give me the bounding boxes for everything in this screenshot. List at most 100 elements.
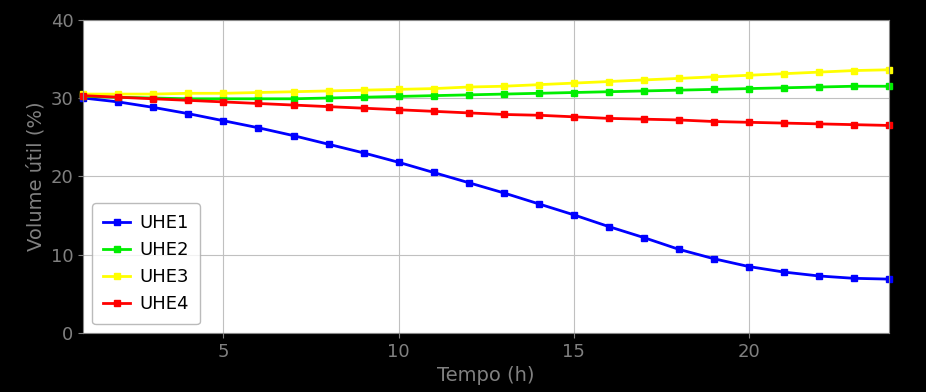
UHE4 [498, 112, 509, 117]
UHE4 [218, 100, 229, 104]
UHE4 [603, 116, 614, 121]
UHE1 [148, 105, 159, 110]
UHE1 [463, 180, 474, 185]
UHE3 [218, 91, 229, 96]
Y-axis label: Volume útil (%): Volume útil (%) [26, 102, 45, 251]
UHE1 [883, 277, 895, 281]
UHE1 [78, 96, 89, 100]
UHE3 [148, 92, 159, 96]
UHE2 [744, 86, 755, 91]
UHE4 [569, 114, 580, 119]
UHE3 [113, 92, 124, 96]
UHE4 [744, 120, 755, 125]
UHE2 [288, 96, 299, 101]
UHE4 [323, 104, 334, 109]
UHE3 [498, 84, 509, 89]
UHE2 [113, 95, 124, 100]
UHE4 [813, 122, 824, 126]
Line: UHE1: UHE1 [80, 94, 893, 283]
UHE4 [78, 93, 89, 98]
UHE2 [569, 90, 580, 95]
UHE1 [498, 191, 509, 195]
UHE1 [744, 264, 755, 269]
UHE2 [498, 92, 509, 96]
UHE3 [848, 68, 859, 73]
UHE2 [883, 84, 895, 89]
UHE2 [358, 95, 369, 100]
UHE3 [358, 88, 369, 93]
UHE4 [113, 95, 124, 100]
UHE2 [323, 96, 334, 100]
UHE3 [603, 79, 614, 84]
UHE1 [182, 111, 194, 116]
UHE2 [848, 84, 859, 89]
UHE2 [603, 89, 614, 94]
UHE1 [813, 274, 824, 278]
UHE1 [779, 270, 790, 274]
UHE4 [463, 111, 474, 115]
UHE1 [323, 142, 334, 147]
X-axis label: Tempo (h): Tempo (h) [437, 367, 535, 385]
UHE3 [78, 92, 89, 96]
UHE2 [463, 93, 474, 97]
UHE3 [638, 78, 649, 82]
UHE4 [779, 121, 790, 125]
UHE4 [148, 96, 159, 101]
UHE1 [638, 235, 649, 240]
UHE1 [428, 170, 439, 175]
UHE1 [218, 118, 229, 123]
UHE3 [533, 82, 544, 87]
UHE3 [744, 73, 755, 78]
UHE2 [148, 96, 159, 100]
UHE2 [393, 94, 404, 99]
UHE4 [358, 106, 369, 111]
UHE2 [78, 94, 89, 99]
UHE1 [708, 256, 720, 261]
UHE4 [708, 119, 720, 124]
UHE1 [253, 125, 264, 130]
UHE1 [113, 100, 124, 104]
UHE2 [673, 88, 684, 93]
UHE2 [428, 93, 439, 98]
UHE3 [393, 87, 404, 92]
UHE3 [673, 76, 684, 81]
UHE4 [393, 107, 404, 112]
UHE3 [182, 91, 194, 96]
UHE2 [813, 85, 824, 89]
UHE4 [638, 117, 649, 122]
UHE4 [288, 103, 299, 107]
UHE1 [673, 247, 684, 252]
UHE1 [358, 151, 369, 155]
UHE3 [708, 74, 720, 79]
UHE1 [393, 160, 404, 165]
UHE3 [323, 89, 334, 93]
UHE1 [603, 224, 614, 229]
Legend: UHE1, UHE2, UHE3, UHE4: UHE1, UHE2, UHE3, UHE4 [93, 203, 200, 324]
UHE1 [533, 201, 544, 206]
UHE1 [848, 276, 859, 281]
UHE3 [813, 70, 824, 74]
UHE4 [182, 98, 194, 103]
UHE1 [288, 133, 299, 138]
UHE1 [569, 212, 580, 217]
UHE3 [288, 89, 299, 94]
UHE3 [883, 67, 895, 72]
UHE2 [182, 96, 194, 101]
UHE4 [673, 118, 684, 122]
UHE4 [533, 113, 544, 118]
Line: UHE4: UHE4 [80, 92, 893, 129]
UHE3 [253, 90, 264, 95]
UHE4 [883, 123, 895, 128]
UHE2 [708, 87, 720, 92]
UHE4 [428, 109, 439, 114]
Line: UHE2: UHE2 [80, 83, 893, 102]
UHE2 [779, 85, 790, 90]
Line: UHE3: UHE3 [80, 66, 893, 98]
UHE2 [638, 89, 649, 93]
UHE4 [848, 122, 859, 127]
UHE4 [253, 101, 264, 106]
UHE3 [463, 85, 474, 89]
UHE2 [253, 96, 264, 101]
UHE3 [428, 86, 439, 91]
UHE2 [218, 96, 229, 101]
